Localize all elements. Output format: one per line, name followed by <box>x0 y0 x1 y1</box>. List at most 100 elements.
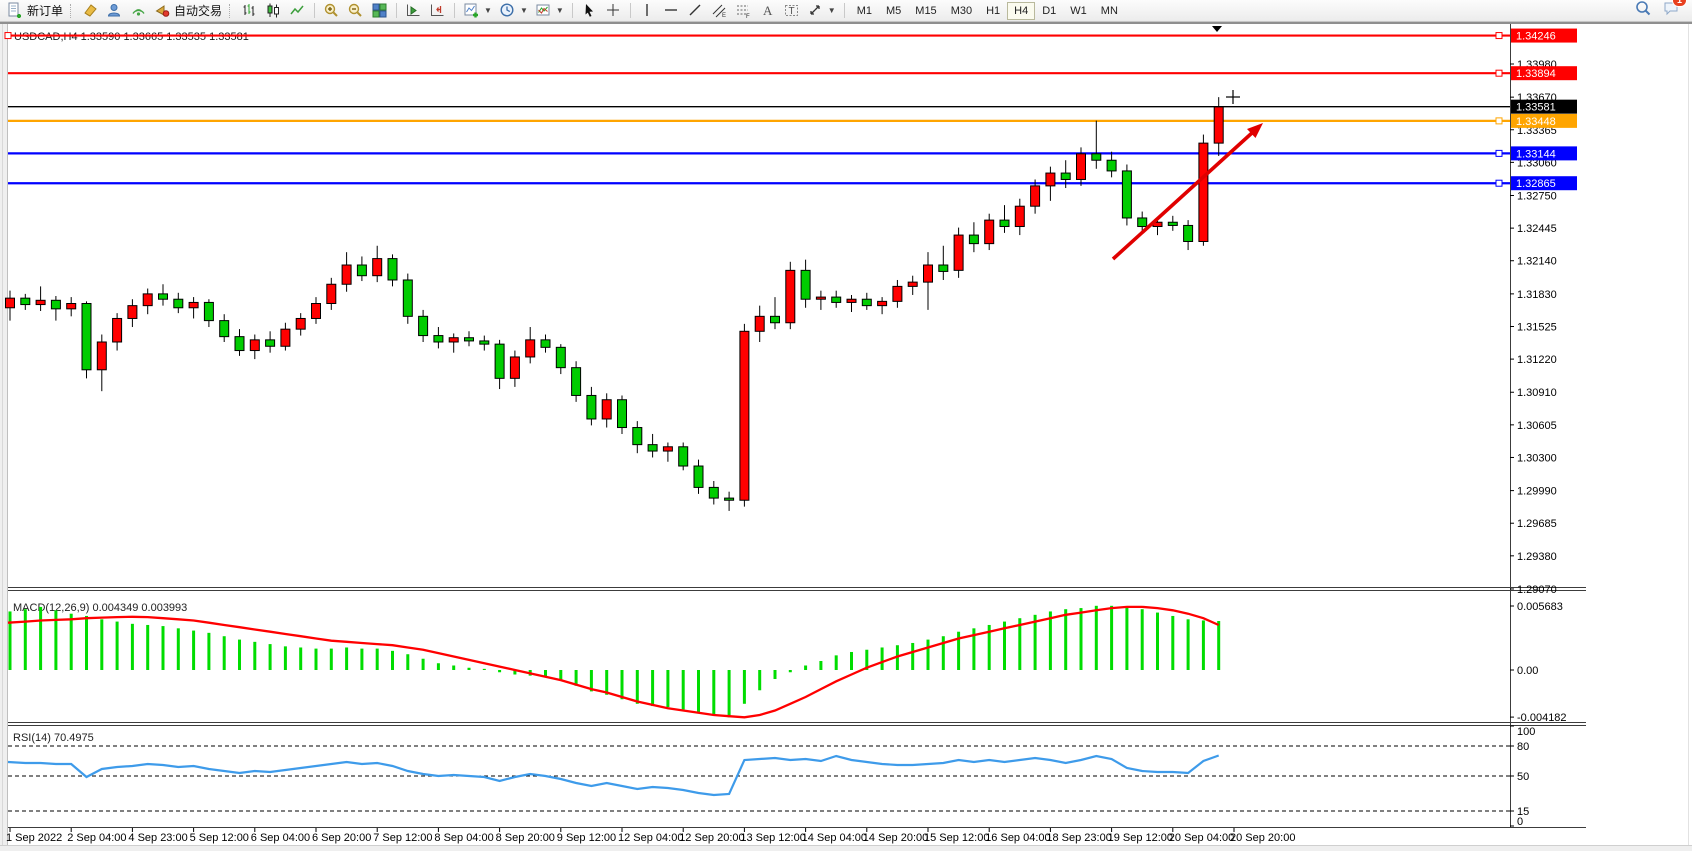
bar-chart-button[interactable] <box>238 1 261 21</box>
timeframe-M15[interactable]: M15 <box>915 4 937 17</box>
candle <box>50 299 61 310</box>
chevron-down-icon: ▼ <box>484 6 492 15</box>
line-anchor-handle[interactable] <box>1495 117 1503 125</box>
date-tick-label: 1 Sep 2022 <box>6 832 62 844</box>
indicators-button[interactable]: ▼ <box>460 1 495 21</box>
macd-histogram-bar <box>865 649 869 670</box>
price-tick-label: 1.29380 <box>1517 551 1557 563</box>
macd-histogram-bar <box>421 658 425 670</box>
text-icon: A <box>759 2 776 19</box>
search-icon[interactable] <box>1634 0 1652 22</box>
macd-histogram-bar <box>1140 609 1144 670</box>
candle <box>295 317 306 330</box>
trend-arrow-annotation[interactable] <box>1111 123 1263 261</box>
equidistant-channel-button[interactable]: E <box>708 1 731 21</box>
timeframe-MN[interactable]: MN <box>1100 4 1118 17</box>
candle <box>632 427 643 446</box>
macd-histogram-bar <box>804 665 808 670</box>
macd-histogram-bar <box>681 670 685 710</box>
candle <box>1091 153 1102 161</box>
arrows-icon <box>807 2 824 19</box>
templates-button[interactable]: ▼ <box>532 1 567 21</box>
macd-histogram-bar <box>176 628 180 670</box>
new-order-button[interactable]: 新订单 <box>4 1 66 21</box>
candle <box>953 234 964 271</box>
macd-pane: 0.005683 0.00 -0.004182 <box>7 601 1567 724</box>
text-label-button[interactable]: T <box>780 1 803 21</box>
autotrading-button[interactable]: 自动交易 <box>151 1 225 21</box>
timeframe-D1[interactable]: D1 <box>1042 4 1057 17</box>
svg-text:T: T <box>788 6 794 17</box>
macd-histogram-bar <box>238 639 241 670</box>
candle <box>754 315 765 332</box>
macd-histogram-bar <box>819 660 823 670</box>
macd-histogram-bar <box>926 639 930 670</box>
signals-button[interactable] <box>127 1 150 21</box>
price-badge-label: 1.33894 <box>1516 68 1556 80</box>
chart-shift-marker <box>1212 26 1222 32</box>
horizontal-line-button[interactable] <box>660 1 683 21</box>
candle <box>923 264 933 283</box>
market-button[interactable] <box>103 1 126 21</box>
arrows-button[interactable]: ▼ <box>804 1 839 21</box>
line-chart-button[interactable] <box>286 1 309 21</box>
candle <box>234 336 245 352</box>
candlestick-chart-button[interactable] <box>262 1 285 21</box>
signals-icon <box>130 2 147 19</box>
tile-windows-button[interactable] <box>368 1 391 21</box>
line-anchor-handle[interactable] <box>1495 69 1503 77</box>
timeframe-W1[interactable]: W1 <box>1070 4 1087 17</box>
price-badge <box>1511 28 1577 43</box>
macd-histogram-bar <box>1110 605 1114 670</box>
timeframe-M5[interactable]: M5 <box>886 4 902 17</box>
periods-button[interactable]: ▼ <box>496 1 531 21</box>
toolbar-separator <box>396 3 398 18</box>
notifications-button[interactable]: 1 <box>1662 0 1687 22</box>
candle <box>265 339 276 347</box>
timeframe-H4[interactable]: H4 <box>1007 1 1036 20</box>
auto-scroll-button[interactable] <box>402 1 425 21</box>
macd-histogram-bar <box>406 654 410 670</box>
new-order-label: 新订单 <box>27 4 64 18</box>
bar-chart-icon <box>241 2 258 19</box>
macd-histogram-bar <box>1186 619 1190 670</box>
macd-histogram-bar <box>100 619 104 670</box>
price-tick-label: 1.30910 <box>1517 387 1557 399</box>
text-button[interactable]: A <box>756 1 779 21</box>
price-badge-label: 1.34246 <box>1516 31 1556 43</box>
vertical-line-button[interactable] <box>636 1 659 21</box>
zoom-in-button[interactable] <box>320 1 343 21</box>
zoom-out-button[interactable] <box>344 1 367 21</box>
styler-button[interactable] <box>79 1 102 21</box>
cursor-button[interactable] <box>578 1 601 21</box>
macd-histogram-bar <box>115 621 119 670</box>
line-anchor-handle[interactable] <box>4 32 12 40</box>
timeframe-M1[interactable]: M1 <box>856 4 872 17</box>
chevron-down-icon: ▼ <box>519 6 528 15</box>
candle <box>999 219 1010 228</box>
svg-text:F: F <box>746 14 750 19</box>
trendline-button[interactable] <box>684 1 707 21</box>
line-anchor-handle[interactable] <box>1495 179 1503 187</box>
macd-histogram-bar <box>513 670 517 675</box>
chart-shift-button[interactable] <box>426 1 449 21</box>
timeframe-H1[interactable]: H1 <box>986 4 1001 17</box>
macd-histogram-bar <box>1064 609 1068 670</box>
candle <box>112 317 123 343</box>
line-anchor-handle[interactable] <box>1495 32 1503 40</box>
mouse-crosshair-cursor <box>1226 90 1240 104</box>
fibonacci-retracement-button[interactable]: F <box>732 1 755 21</box>
date-axis[interactable]: 1 Sep 2022 2 Sep 04:00 4 Sep 23:00 5 Sep 12… <box>6 828 1295 844</box>
line-anchor-handle[interactable] <box>1495 149 1503 157</box>
macd-histogram-bar <box>192 630 196 670</box>
crosshair-button[interactable] <box>602 1 625 21</box>
window-top-edge <box>0 22 1692 24</box>
toolbar-separator <box>843 3 845 18</box>
date-tick-label: 6 Sep 04:00 <box>251 832 310 844</box>
rsi-pane: 100 80 50 150 <box>7 725 1535 828</box>
macd-histogram-bar <box>1079 608 1083 670</box>
candle <box>341 264 352 285</box>
timeframe-M30[interactable]: M30 <box>950 4 973 17</box>
timeframe-toolbar: M1 M5 M15 M30 H1 H4 D1 W1 MN <box>850 1 1125 20</box>
candle <box>1045 172 1056 187</box>
